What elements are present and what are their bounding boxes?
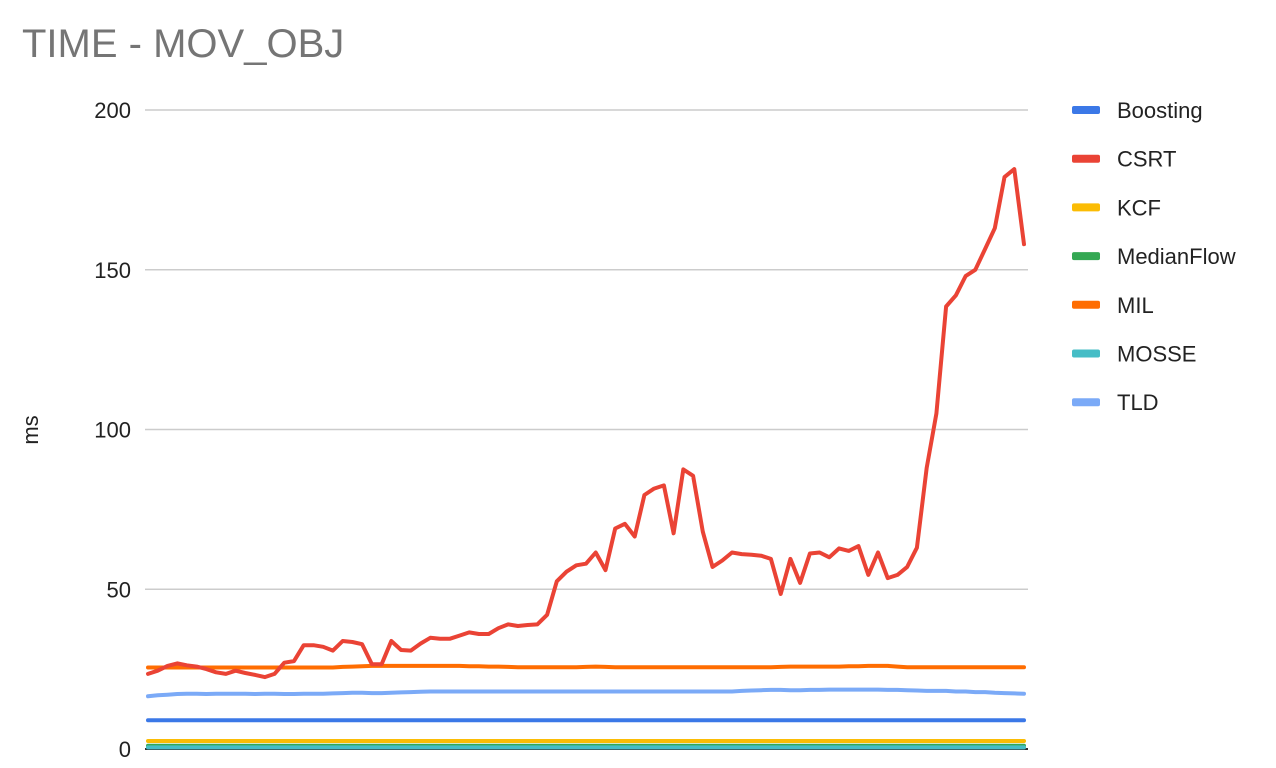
y-tick-label: 50 (107, 577, 131, 602)
gridlines (145, 109, 1028, 750)
y-tick-label: 100 (94, 418, 131, 443)
legend-label-mosse[interactable]: MOSSE (1117, 342, 1196, 367)
y-axis-title: ms (18, 415, 43, 444)
series-line-mil (146, 663, 1026, 670)
series-line-csrt (146, 167, 1026, 680)
y-tick-label: 200 (94, 98, 131, 123)
series-line-tld (146, 687, 1026, 699)
legend-swatch-mil[interactable] (1072, 300, 1100, 309)
series-lines (146, 167, 1026, 750)
legend-label-kcf[interactable]: KCF (1117, 195, 1161, 220)
legend-label-medianflow[interactable]: MedianFlow (1117, 244, 1236, 269)
legend-swatch-csrt[interactable] (1072, 154, 1100, 163)
legend-label-tld[interactable]: TLD (1117, 390, 1159, 415)
y-tick-label: 0 (119, 737, 131, 762)
y-tick-label: 150 (94, 258, 131, 283)
legend-label-boosting[interactable]: Boosting (1117, 98, 1203, 123)
legend-swatch-boosting[interactable] (1072, 106, 1100, 114)
chart-title: TIME - MOV_OBJ (22, 22, 345, 66)
legend-swatch-medianflow[interactable] (1072, 252, 1100, 261)
legend-label-csrt[interactable]: CSRT (1117, 147, 1177, 172)
legend: Boosting CSRT KCF MedianFlow MIL MOSSE TLD (1072, 98, 1236, 415)
legend-swatch-mosse[interactable] (1072, 349, 1100, 358)
legend-swatch-kcf[interactable] (1072, 203, 1100, 212)
legend-label-mil[interactable]: MIL (1117, 293, 1154, 318)
legend-swatch-tld[interactable] (1072, 398, 1100, 407)
y-tick-labels: 0 50 100 150 200 (94, 98, 131, 762)
